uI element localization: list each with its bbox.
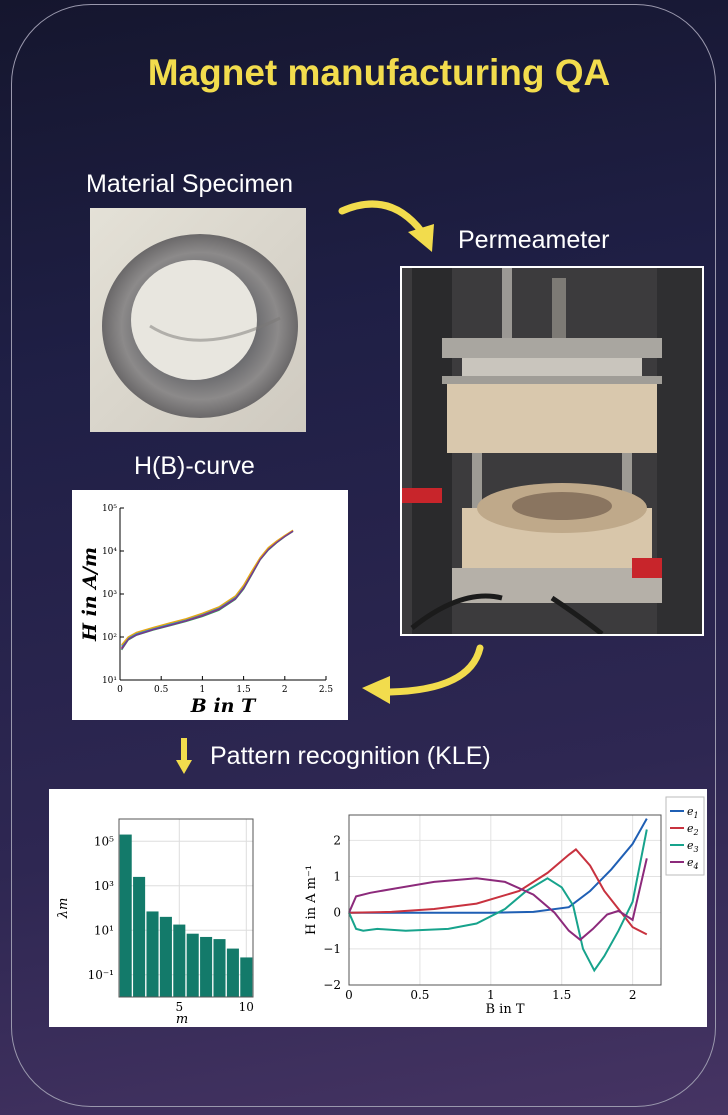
eigenvalue-bar	[186, 933, 199, 997]
x-tick-label: 0.5	[154, 685, 169, 695]
plot-frame	[348, 814, 662, 986]
legend-label: e4	[687, 856, 699, 871]
eigenvalue-bar	[159, 916, 172, 997]
mode-line-e2	[348, 848, 648, 936]
y-tick-label: 1	[333, 869, 341, 883]
y-axis-label: H in A/m	[79, 547, 101, 642]
y-axis-label: λm	[56, 898, 71, 920]
arrow-to-permeameter	[338, 200, 426, 236]
eigenvalue-bar	[240, 957, 253, 997]
x-tick-label: 0	[345, 988, 353, 1002]
x-axis-label: B in T	[190, 695, 257, 717]
x-tick-label: 10	[239, 1000, 254, 1014]
arrow-down-shaft	[181, 738, 187, 762]
mode-line-e4	[348, 858, 648, 942]
hb-series-line	[121, 530, 294, 650]
hb-series-line	[121, 529, 294, 646]
specimen-label: Material Specimen	[86, 170, 294, 198]
kle-panel: 10⁵ 10³ 10¹ 10⁻¹ 5 10 m λm 2 1 0 −1 −2 0 0.5 1 1.5 2 B in…	[49, 789, 707, 1027]
y-tick-label: 10³	[94, 879, 114, 893]
x-tick-label: 2	[282, 685, 288, 695]
page-title: Magnet manufacturing QA	[147, 52, 611, 93]
x-tick-label: 5	[175, 1000, 183, 1014]
y-tick-label: 0	[333, 906, 341, 920]
y-tick-label: 10²	[102, 633, 117, 643]
plot-frame	[118, 818, 254, 998]
y-tick-label: 10⁴	[102, 547, 117, 557]
legend-label: e2	[687, 822, 699, 837]
eigenvalue-bar	[173, 924, 186, 997]
y-tick-label: 10⁵	[102, 504, 117, 514]
hb-chart-panel: 0 0.5 1 1.5 2 2.5 10¹ 10² 10³ 10⁴ 10⁵ B in T H in A/…	[72, 490, 348, 720]
x-tick-label: 2.5	[319, 685, 334, 695]
modes-chart: 2 1 0 −1 −2 0 0.5 1 1.5 2 B in T H in A m⁻¹ e1 e2 e3 e4	[304, 796, 705, 1017]
mode-line-e1	[349, 818, 648, 914]
y-axis-label: H in A m⁻¹	[304, 865, 319, 935]
pattern-recognition-label: Pattern recognition (KLE)	[210, 742, 491, 770]
hb-chart: 0 0.5 1 1.5 2 2.5 10¹ 10² 10³ 10⁴ 10⁵ B in T H in A/…	[79, 504, 334, 717]
arrow-to-curve	[386, 644, 484, 696]
eigenvalue-bar	[119, 834, 132, 997]
y-tick-label: 10⁵	[94, 834, 114, 848]
eigenvalue-bar	[213, 939, 226, 997]
arrow-head-2	[362, 676, 390, 704]
x-tick-label: 2	[629, 988, 637, 1002]
x-tick-label: 0	[117, 685, 123, 695]
eigenvalue-chart: 10⁵ 10³ 10¹ 10⁻¹ 5 10 m λm	[56, 818, 254, 1027]
x-tick-label: 1.5	[236, 685, 251, 695]
y-tick-label: 10³	[102, 590, 117, 600]
permeameter-label: Permeameter	[458, 226, 610, 254]
y-tick-label: −1	[323, 942, 341, 956]
x-tick-label: 0.5	[410, 988, 429, 1002]
y-tick-label: 10⁻¹	[88, 968, 114, 982]
ring-hole	[131, 260, 257, 380]
arrow-down-head	[176, 760, 192, 774]
x-axis-label: m	[176, 1012, 188, 1027]
specimen-photo	[90, 208, 306, 432]
legend-label: e1	[687, 805, 699, 820]
x-tick-label: 1	[487, 988, 495, 1002]
x-axis-label: B in T	[485, 1002, 524, 1017]
y-tick-label: 10¹	[102, 676, 117, 686]
x-tick-label: 1.5	[552, 988, 571, 1002]
arrow-head-1	[408, 224, 434, 252]
y-tick-label: −2	[323, 978, 341, 992]
y-tick-label: 10¹	[94, 923, 114, 937]
eigenvalue-bar	[146, 911, 159, 997]
eigenvalue-bar	[226, 948, 239, 997]
mode-line-e3	[348, 829, 648, 973]
permeameter-photo	[400, 266, 704, 636]
eigenvalue-bar	[133, 876, 146, 997]
rounded-frame	[11, 4, 716, 1107]
x-tick-label: 1	[200, 685, 206, 695]
y-tick-label: 2	[333, 833, 341, 847]
legend-label: e3	[687, 839, 699, 854]
hb-curve-label: H(B)-curve	[134, 452, 255, 480]
eigenvalue-bar	[200, 936, 213, 997]
